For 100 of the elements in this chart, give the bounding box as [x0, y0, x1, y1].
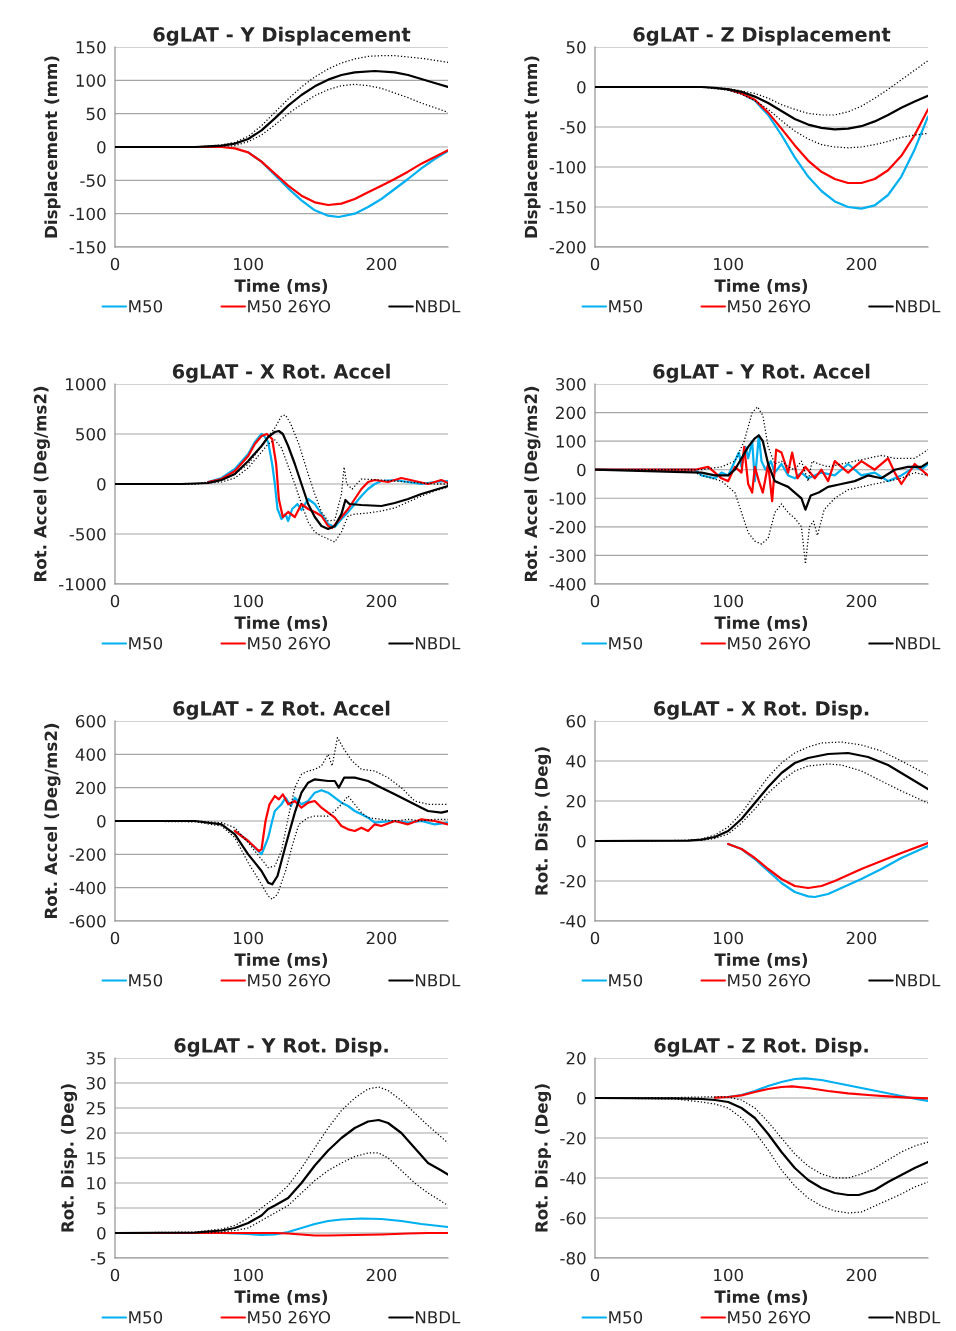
- y-tick-label: -40: [560, 914, 586, 928]
- y-tick-label: 400: [75, 748, 106, 761]
- y-tick-label: 100: [76, 74, 106, 87]
- legend-label: NBDL: [415, 300, 461, 313]
- y-tick-label: -200: [69, 848, 106, 861]
- y-tick-label: 600: [76, 714, 106, 728]
- x-tick-label: 0: [590, 931, 600, 945]
- y-axis-title: Rot. Accel (Deg/ms2): [33, 386, 50, 582]
- y-tick-label: 10: [87, 1176, 106, 1190]
- legend-label: NBDL: [895, 1311, 941, 1324]
- x-tick-label: 200: [366, 931, 397, 945]
- y-tick-label: 200: [556, 406, 586, 420]
- x-tick-label: 200: [846, 257, 877, 271]
- line-series: [727, 841, 928, 890]
- y-axis-title: Rot. Disp. (Deg): [534, 1084, 552, 1232]
- y-tick-label: 150: [76, 40, 106, 54]
- y-tick-label: 35: [86, 1051, 106, 1065]
- x-tick-label: 100: [714, 931, 743, 945]
- y-tick-label: 20: [566, 794, 586, 808]
- x-axis-title: Time (ms): [714, 1290, 808, 1305]
- y-tick-label: -400: [549, 577, 586, 591]
- y-axis-title: Rot. Disp. (Deg): [60, 1084, 78, 1232]
- x-tick-label: 0: [110, 257, 120, 271]
- y-axis-title: Displacement (mm): [524, 56, 541, 238]
- chart-title: 6gLAT - Z Displacement: [633, 26, 891, 46]
- chart-title: 6gLAT - Y Rot. Accel: [653, 363, 870, 383]
- x-tick-label: 100: [714, 594, 743, 608]
- x-tick-label: 200: [366, 257, 397, 271]
- y-tick-label: 0: [577, 80, 586, 94]
- legend-label: M50 26YO: [248, 973, 331, 987]
- y-axis-title: Displacement (mm): [44, 56, 61, 238]
- x-tick-label: 200: [366, 594, 397, 608]
- y-tick-label: -60: [560, 1211, 586, 1225]
- chart-title: 6gLAT - X Rot. Disp.: [653, 700, 869, 720]
- y-tick-label: 1000: [66, 377, 106, 391]
- y-tick-label: 50: [566, 40, 586, 54]
- legend-label: M50 26YO: [728, 299, 811, 313]
- y-tick-label: 20: [566, 1051, 586, 1065]
- legend-label: M50: [609, 299, 643, 313]
- legend-label: M50: [129, 973, 163, 987]
- y-axis-title: Rot. Disp. (Deg): [534, 747, 552, 895]
- y-tick-label: 0: [97, 140, 106, 154]
- y-tick-label: -5: [90, 1252, 106, 1265]
- y-tick-label: -20: [560, 1131, 586, 1145]
- x-axis-title: Time (ms): [714, 953, 808, 968]
- y-tick-label: 40: [566, 754, 586, 768]
- x-tick-label: 100: [234, 931, 263, 945]
- y-tick-label: 15: [87, 1152, 106, 1165]
- legend-label: M50 26YO: [248, 1310, 331, 1324]
- legend-label: NBDL: [895, 300, 941, 313]
- y-tick-label: 300: [556, 377, 586, 391]
- y-axis-title: Rot. Accel (Deg/ms2): [44, 723, 61, 919]
- x-tick-label: 100: [714, 1268, 743, 1282]
- x-axis-title: Time (ms): [234, 279, 328, 294]
- y-tick-label: 5: [97, 1202, 106, 1215]
- x-axis-title: Time (ms): [714, 279, 808, 294]
- legend-label: NBDL: [415, 974, 461, 987]
- y-tick-label: -100: [549, 492, 586, 505]
- y-tick-label: -80: [560, 1251, 586, 1265]
- y-tick-label: 500: [76, 427, 106, 441]
- x-tick-label: 200: [846, 1268, 877, 1282]
- legend-label: M50 26YO: [248, 299, 331, 313]
- y-tick-label: -300: [549, 549, 586, 562]
- x-axis-title: Time (ms): [234, 953, 328, 968]
- x-tick-label: 0: [110, 1268, 120, 1282]
- y-tick-label: -50: [560, 120, 586, 134]
- y-tick-label: 0: [97, 1226, 106, 1240]
- y-tick-label: 0: [577, 463, 586, 477]
- legend-label: M50: [609, 1310, 643, 1324]
- x-tick-label: 100: [234, 1268, 263, 1282]
- chart-title: 6gLAT - Y Displacement: [153, 26, 411, 46]
- y-tick-label: 30: [86, 1076, 106, 1090]
- x-tick-label: 0: [590, 257, 600, 271]
- y-tick-label: -500: [69, 527, 106, 541]
- x-tick-label: 0: [110, 931, 120, 945]
- y-tick-label: -200: [549, 520, 586, 534]
- y-tick-label: 0: [577, 834, 586, 848]
- x-tick-label: 0: [110, 594, 120, 608]
- x-axis-title: Time (ms): [714, 616, 808, 631]
- x-axis-title: Time (ms): [234, 616, 328, 631]
- chart-title: 6gLAT - X Rot. Accel: [172, 363, 390, 383]
- y-axis-title: Rot. Accel (Deg/ms2): [524, 386, 541, 582]
- y-tick-label: 0: [97, 814, 106, 828]
- x-tick-label: 200: [846, 594, 877, 608]
- legend-label: M50 26YO: [248, 636, 331, 650]
- legend-label: NBDL: [415, 637, 461, 650]
- y-tick-label: 25: [86, 1101, 106, 1115]
- y-tick-label: -200: [549, 240, 586, 254]
- y-tick-label: -50: [80, 174, 106, 187]
- y-tick-label: -150: [549, 200, 586, 214]
- y-tick-label: -400: [69, 881, 106, 895]
- y-tick-label: -600: [69, 914, 106, 928]
- y-tick-label: 0: [97, 477, 106, 491]
- x-tick-label: 0: [590, 594, 600, 608]
- legend-label: NBDL: [895, 637, 941, 650]
- x-tick-label: 200: [846, 931, 877, 945]
- y-tick-label: 200: [76, 781, 106, 795]
- legend-label: M50: [609, 973, 643, 987]
- y-tick-label: 20: [86, 1126, 106, 1140]
- legend-label: NBDL: [895, 974, 941, 987]
